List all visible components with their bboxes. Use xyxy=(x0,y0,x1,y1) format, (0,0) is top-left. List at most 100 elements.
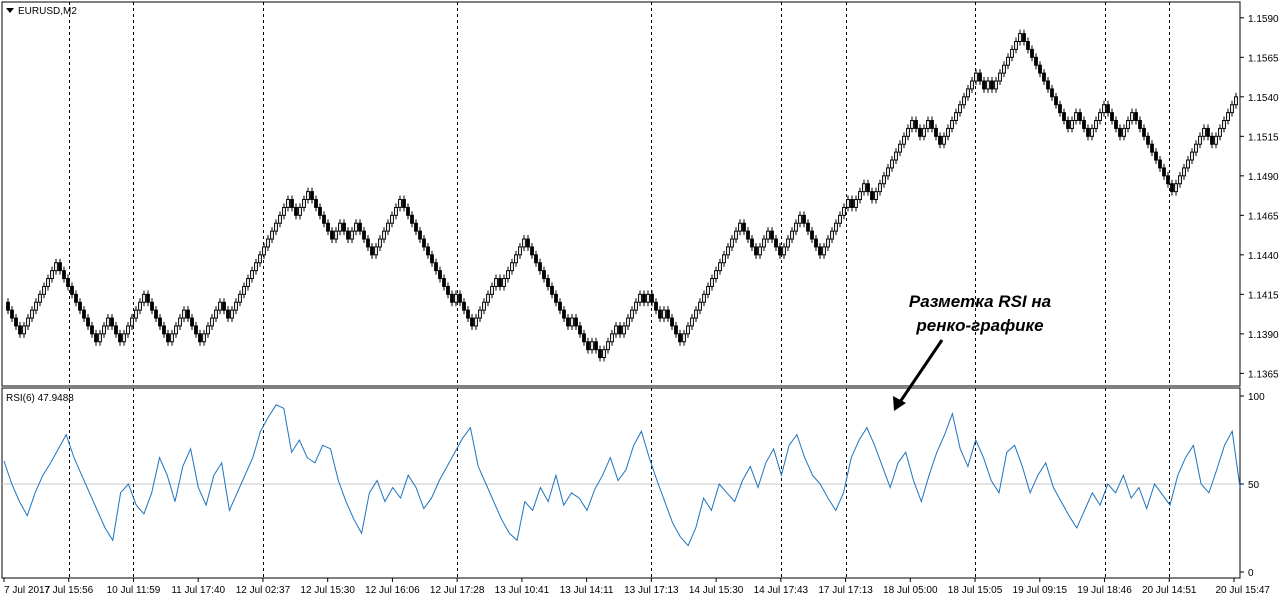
renko-brick-down xyxy=(526,238,530,248)
renko-brick-down xyxy=(1086,127,1090,137)
renko-brick-down xyxy=(566,317,570,327)
renko-brick-down xyxy=(418,230,422,240)
renko-brick-up xyxy=(1074,112,1078,122)
annotation-line-2: ренко-графике xyxy=(916,316,1044,335)
time-axis-label: 13 Jul 10:41 xyxy=(495,585,550,596)
renko-brick-up xyxy=(1174,183,1178,193)
renko-brick-down xyxy=(1034,56,1038,66)
rsi-pane[interactable]: 100 50 0 RSI(6) 47.9488 xyxy=(1,387,1265,579)
renko-brick-down xyxy=(918,127,922,137)
renko-brick-down xyxy=(542,270,546,280)
renko-brick-up xyxy=(1126,120,1130,129)
renko-brick-up xyxy=(822,246,826,256)
renko-brick-down xyxy=(450,293,454,303)
renko-brick-down xyxy=(442,278,446,287)
renko-brick-down xyxy=(1058,104,1062,114)
renko-brick-up xyxy=(1014,41,1018,50)
renko-brick-up xyxy=(250,270,254,280)
renko-brick-up xyxy=(1002,64,1006,74)
renko-brick-up xyxy=(130,317,134,327)
renko-brick-up xyxy=(454,293,458,303)
renko-brick-up xyxy=(946,127,950,137)
renko-brick-down xyxy=(1154,151,1158,161)
renko-brick-up xyxy=(1218,127,1222,137)
renko-brick-down xyxy=(666,309,670,319)
renko-brick-up xyxy=(486,293,490,303)
renko-brick-up xyxy=(270,230,274,240)
renko-brick-up xyxy=(374,246,378,256)
renko-brick-up xyxy=(974,72,978,82)
renko-brick-up xyxy=(738,222,742,232)
renko-brick-up xyxy=(254,262,258,272)
renko-brick-down xyxy=(358,222,362,232)
renko-brick-down xyxy=(346,230,350,240)
renko-brick-up xyxy=(638,293,642,303)
renko-brick-down xyxy=(186,309,190,319)
renko-brick-down xyxy=(294,206,298,216)
renko-brick-up xyxy=(958,104,962,114)
renko-brick-down xyxy=(70,285,74,295)
renko-brick-up xyxy=(838,214,842,224)
renko-brick-down xyxy=(770,230,774,240)
renko-brick-down xyxy=(678,333,682,343)
renko-brick-down xyxy=(94,333,98,343)
rsi-title: RSI(6) 47.9488 xyxy=(6,393,74,404)
renko-brick-down xyxy=(670,317,674,327)
renko-brick-up xyxy=(286,199,290,208)
renko-brick-down xyxy=(1166,175,1170,185)
renko-brick-down xyxy=(1026,41,1030,50)
time-axis-label: 13 Jul 14:11 xyxy=(560,585,614,596)
renko-brick-up xyxy=(646,293,650,303)
time-axis-label: 20 Jul 14:51 xyxy=(1142,585,1197,596)
renko-brick-up xyxy=(134,309,138,319)
renko-brick-up xyxy=(174,325,178,335)
renko-brick-down xyxy=(194,325,198,335)
renko-brick-down xyxy=(1042,72,1046,82)
renko-brick-down xyxy=(582,333,586,343)
renko-brick-up xyxy=(518,246,522,256)
renko-brick-up xyxy=(730,238,734,248)
renko-brick-down xyxy=(146,293,150,303)
renko-brick-up xyxy=(766,230,770,240)
renko-brick-up xyxy=(54,262,58,272)
renko-brick-down xyxy=(534,254,538,264)
price-axis-label: 1.1540 xyxy=(1248,93,1279,104)
rsi-pane-frame xyxy=(1,387,1241,579)
renko-brick-down xyxy=(314,199,318,208)
renko-brick-up xyxy=(782,246,786,256)
renko-brick-down xyxy=(742,222,746,232)
renko-brick-up xyxy=(734,230,738,240)
renko-brick-down xyxy=(1170,183,1174,193)
renko-brick-down xyxy=(982,80,986,90)
renko-brick-down xyxy=(802,214,806,224)
renko-brick-down xyxy=(426,246,430,256)
renko-brick-down xyxy=(58,262,62,272)
renko-brick-down xyxy=(1210,135,1214,145)
renko-brick-up xyxy=(338,222,342,232)
renko-brick-down xyxy=(162,325,166,335)
time-axis-label: 13 Jul 17:13 xyxy=(624,585,679,596)
renko-brick-down xyxy=(66,278,70,287)
renko-brick-down xyxy=(402,199,406,208)
renko-brick-up xyxy=(798,214,802,224)
renko-brick-down xyxy=(870,191,874,201)
renko-brick-up xyxy=(858,191,862,201)
renko-brick-up xyxy=(570,317,574,327)
renko-brick-up xyxy=(614,325,618,335)
renko-brick-up xyxy=(390,214,394,224)
renko-brick-up xyxy=(298,206,302,216)
rsi-annotation: Разметка RSI на ренко-графике xyxy=(890,290,1070,338)
renko-brick-down xyxy=(406,206,410,216)
price-pane[interactable]: 1.1590 1.1565 1.1540 1.1515 1.1490 1.1465 1.14… xyxy=(1,1,1279,387)
renko-brick-up xyxy=(842,206,846,216)
renko-brick-up xyxy=(662,309,666,319)
price-axis-label: 1.1515 xyxy=(1248,132,1279,143)
renko-brick-up xyxy=(50,270,54,280)
renko-brick-down xyxy=(78,301,82,311)
renko-brick-up xyxy=(622,325,626,335)
renko-brick-down xyxy=(774,238,778,248)
renko-brick-up xyxy=(970,80,974,90)
renko-brick-down xyxy=(546,278,550,287)
renko-brick-down xyxy=(366,238,370,248)
renko-brick-up xyxy=(522,238,526,248)
